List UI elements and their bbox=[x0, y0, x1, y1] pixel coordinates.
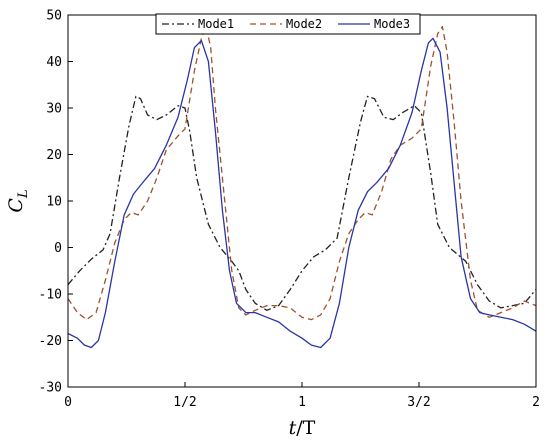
y-tick-label: -30 bbox=[39, 381, 62, 396]
x-axis-label-variable: t bbox=[289, 417, 297, 439]
y-axis-label-main: C bbox=[5, 198, 27, 213]
legend-box bbox=[155, 13, 421, 35]
legend: Mode1 Mode2 Mode3 bbox=[155, 13, 421, 35]
y-tick-label: 20 bbox=[46, 148, 62, 163]
legend-label-mode1: Mode1 bbox=[198, 17, 234, 31]
legend-label-mode2: Mode2 bbox=[286, 17, 322, 31]
y-tick-label: 10 bbox=[46, 195, 62, 210]
plot-frame bbox=[67, 14, 537, 388]
y-tick-label: -20 bbox=[39, 334, 62, 349]
x-tick-label: 2 bbox=[532, 395, 540, 410]
y-tick-label: 50 bbox=[46, 9, 62, 24]
x-tick-label: 0 bbox=[64, 395, 72, 410]
x-tick-label: 3/2 bbox=[407, 395, 430, 410]
x-axis-label: t/T bbox=[289, 417, 316, 439]
series-layer bbox=[67, 25, 537, 349]
ticks-layer: 0 1/2 1 3/2 2 -30 -20 -10 0 10 20 30 40 50 bbox=[39, 9, 540, 411]
series-line-mode1 bbox=[67, 95, 537, 311]
y-tick-label: 0 bbox=[54, 241, 62, 256]
series-line-mode3 bbox=[67, 37, 537, 349]
y-axis-label-subscript: L bbox=[16, 189, 31, 199]
x-axis-label-suffix: /T bbox=[296, 417, 315, 439]
series-line-mode2 bbox=[67, 25, 537, 321]
y-tick-label: 40 bbox=[46, 55, 62, 70]
x-tick-label: 1/2 bbox=[173, 395, 196, 410]
y-axis-label: CL bbox=[5, 189, 31, 212]
y-tick-label: 30 bbox=[46, 102, 62, 117]
x-tick-label: 1 bbox=[298, 395, 306, 410]
y-tick-label: -10 bbox=[39, 288, 62, 303]
legend-label-mode3: Mode3 bbox=[374, 17, 410, 31]
